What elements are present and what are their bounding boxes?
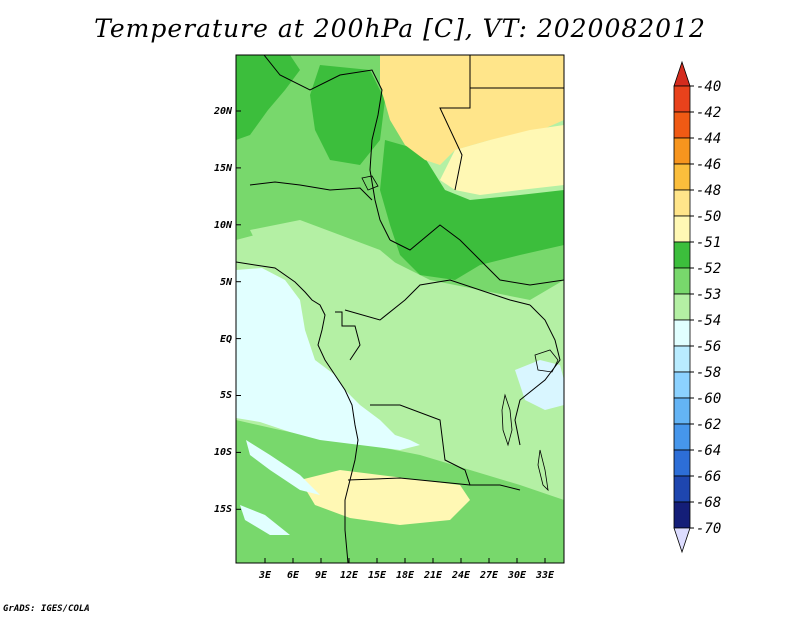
temperature-patch-dark-green-chad — [380, 140, 564, 280]
colorbar-box — [673, 163, 691, 191]
colorbar-box — [673, 449, 691, 477]
colorbar-label: -66 — [696, 469, 721, 485]
lat-tick-label-10n: 10N — [214, 220, 233, 231]
lat-tick-label-10s: 10S — [214, 447, 232, 458]
lake-victoria — [534, 349, 559, 373]
lon-tick-label-9e: 9E — [315, 570, 328, 581]
lon-tick-label-24e: 24E — [451, 570, 471, 581]
colorbar-label: -62 — [696, 417, 721, 433]
axis-tick-marks — [236, 110, 546, 563]
map-boundaries — [236, 55, 564, 563]
temperature-zone-pale-yellow-northeast — [440, 125, 564, 195]
map-plot-area — [236, 55, 564, 563]
colorbar-label: -64 — [696, 443, 721, 459]
temperature-patch-dark-green-nw — [236, 55, 300, 140]
temperature-zone-pale-yellow-south — [300, 470, 470, 525]
colorbar-label: -58 — [696, 365, 721, 381]
border-east-africa — [514, 304, 561, 446]
colorbar-label: -53 — [696, 287, 721, 303]
longitude-axis: 3E 6E 9E 12E 15E 18E 21E 24E 27E 30E 33E — [258, 570, 555, 581]
colorbar-label: -60 — [696, 391, 721, 407]
colorbar-box — [673, 241, 691, 269]
lon-tick-label-30e: 30E — [507, 570, 527, 581]
colorbar-label: -48 — [696, 183, 721, 199]
colorbar-label: -44 — [696, 131, 721, 147]
temperature-patch-dark-green-north — [310, 65, 385, 165]
border-drc-south — [370, 404, 521, 491]
colorbar-label: -52 — [696, 261, 721, 277]
colorbar-box — [673, 319, 691, 347]
lake-malawi — [537, 449, 549, 492]
lon-tick-label-15e: 15E — [368, 570, 387, 581]
colorbar-label: -56 — [696, 339, 721, 355]
lon-tick-label-3e: 3E — [258, 570, 272, 581]
border-sahara-north — [263, 55, 383, 141]
colorbar-label: -51 — [696, 235, 721, 251]
colorbar-box — [673, 189, 691, 217]
lake-tanganyika — [501, 393, 513, 447]
temperature-streak-pale-blue-southwest-2 — [240, 505, 290, 535]
border-niger-chad — [369, 139, 391, 241]
latitude-axis: 20N 15N 10N 5N EQ 5S 10S 15S — [213, 106, 233, 515]
border-gabon — [335, 311, 361, 361]
border-nigeria — [249, 181, 373, 201]
colorbar-box — [673, 423, 691, 451]
colorbar-label: -50 — [696, 209, 721, 225]
colorbar-box — [673, 111, 691, 139]
map-lakes — [361, 175, 559, 492]
lon-tick-label-21e: 21E — [423, 570, 443, 581]
lat-tick-label-5s: 5S — [220, 390, 232, 401]
temperature-zone-ocean-west — [236, 268, 420, 450]
lon-tick-label-27e: 27E — [479, 570, 499, 581]
colorbar-box — [673, 475, 691, 503]
map-frame — [235, 54, 565, 564]
colorbar-box — [673, 371, 691, 399]
colorbar-box — [673, 397, 691, 425]
lon-tick-label-33e: 33E — [535, 570, 555, 581]
colorbar-bottom-triangle — [673, 527, 691, 554]
colorbar-label: -40 — [696, 79, 721, 95]
temperature-streak-pale-blue-southwest — [246, 440, 320, 495]
lat-tick-label-20n: 20N — [213, 106, 233, 117]
border-congo-basin — [344, 279, 531, 321]
border-angola-namibia — [347, 477, 471, 486]
temperature-patch-yellow-sudan — [470, 65, 545, 118]
lat-tick-label-15s: 15S — [214, 504, 232, 515]
lake-chad — [361, 175, 379, 191]
colorbar-label: -70 — [696, 521, 721, 537]
lat-tick-label-15n: 15N — [214, 163, 233, 174]
colorbar-box — [673, 85, 691, 113]
map-title: Temperature at 200hPa [C], VT: 202008201… — [94, 14, 706, 43]
lon-tick-label-6e: 6E — [287, 570, 300, 581]
lon-tick-label-12e: 12E — [340, 570, 359, 581]
colorbar-box — [673, 345, 691, 373]
lat-tick-label-eq: EQ — [220, 334, 232, 345]
colorbar-label: -68 — [696, 495, 721, 511]
temperature-band-light-green-central — [250, 220, 564, 430]
coastline-west-africa — [236, 261, 359, 563]
colorbar-top-triangle — [673, 60, 691, 87]
border-libya-egypt — [439, 55, 471, 191]
border-cameroon-car — [389, 224, 564, 286]
colorbar-box — [673, 267, 691, 295]
lon-tick-label-18e: 18E — [396, 570, 415, 581]
colorbar-box — [673, 501, 691, 529]
colorbar-label: -54 — [696, 313, 721, 329]
colorbar-label: -46 — [696, 157, 721, 173]
colorbar-label: -42 — [696, 105, 721, 121]
colorbar-box — [673, 137, 691, 165]
colorbar: -40 -42 -44 -46 -48 -50 -51 -52 -53 -54 -56 -58 -60 -… — [673, 60, 721, 554]
colorbar-box — [673, 215, 691, 243]
lat-tick-label-5n: 5N — [220, 277, 233, 288]
colorbar-box — [673, 293, 691, 321]
grads-credit: GrADS: IGES/COLA — [3, 604, 90, 614]
